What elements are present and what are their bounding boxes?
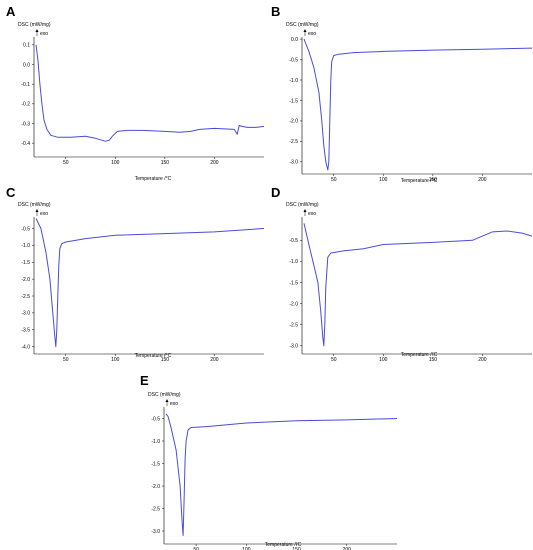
x-tick-label: 50 bbox=[331, 357, 337, 363]
x-tick-label: 50 bbox=[193, 547, 199, 550]
dsc-curve-line bbox=[303, 38, 533, 171]
chart-panel-b: B DSC (mW/mg) exo 0.0 -0.5 -1.0 -1.5 -2.0 -2.5 -3… bbox=[271, 4, 533, 184]
y-tick-label: -2.0 bbox=[289, 119, 298, 125]
x-axis-label: Temperature /°C bbox=[265, 542, 302, 548]
y-tick-label: 0.0 bbox=[23, 62, 30, 68]
y-tick-label: -0.5 bbox=[151, 416, 160, 422]
chart-panel-d: D DSC (mW/mg) exo -0.5 -1.0 -1.5 -2.0 -2.5 -3.0 5… bbox=[271, 185, 533, 363]
x-axis-label: Temperature /°C bbox=[135, 353, 172, 359]
y-tick-label: -3.0 bbox=[289, 344, 298, 350]
x-tick-label: 100 bbox=[379, 177, 388, 183]
x-axis-label: Temperature /°C bbox=[401, 352, 438, 358]
x-tick-label: 100 bbox=[111, 357, 120, 363]
y-tick-label: -2.0 bbox=[151, 484, 160, 490]
x-axis-label: Temperature /°C bbox=[401, 178, 438, 184]
x-tick-label: 200 bbox=[478, 357, 487, 363]
y-tick-label: -4.0 bbox=[21, 344, 30, 350]
x-tick-label: 150 bbox=[429, 177, 438, 183]
x-tick-label: 50 bbox=[331, 177, 337, 183]
y-tick-label: -1.5 bbox=[289, 98, 298, 104]
y-tick-label: -3.0 bbox=[21, 311, 30, 317]
y-axis-label: DSC (mW/mg) bbox=[18, 22, 51, 28]
panel-letter: B bbox=[271, 4, 280, 19]
y-tick-label: -0.2 bbox=[21, 102, 30, 108]
panel-letter: D bbox=[271, 185, 280, 200]
y-tick-label: -0.3 bbox=[21, 121, 30, 127]
x-tick-label: 200 bbox=[478, 177, 487, 183]
x-tick-label: 50 bbox=[63, 357, 69, 363]
y-tick-label: -2.0 bbox=[289, 301, 298, 307]
exo-label: exo bbox=[308, 211, 316, 217]
y-axis-label: DSC (mW/mg) bbox=[18, 202, 51, 208]
y-tick-label: -2.5 bbox=[151, 506, 160, 512]
dsc-curve-line bbox=[303, 223, 533, 347]
y-tick-label: -2.0 bbox=[21, 277, 30, 283]
x-tick-label: 200 bbox=[210, 160, 219, 166]
y-tick-label: -1.0 bbox=[151, 439, 160, 445]
y-tick-label: -1.5 bbox=[151, 461, 160, 467]
panel-letter: C bbox=[6, 185, 16, 200]
exo-label: exo bbox=[308, 31, 316, 37]
x-tick-label: 200 bbox=[343, 547, 352, 550]
x-tick-label: 150 bbox=[429, 357, 438, 363]
y-tick-label: -3.0 bbox=[151, 529, 160, 535]
panel-letter: E bbox=[140, 373, 149, 388]
y-tick-label: -0.5 bbox=[289, 238, 298, 244]
y-axis-label: DSC (mW/mg) bbox=[148, 392, 181, 398]
exo-label: exo bbox=[170, 401, 178, 407]
dsc-curve-line bbox=[35, 218, 265, 348]
y-tick-label: -3.0 bbox=[289, 160, 298, 166]
y-tick-label: -1.0 bbox=[289, 78, 298, 84]
x-tick-label: 150 bbox=[292, 547, 301, 550]
exo-arrowhead-icon bbox=[165, 399, 169, 402]
x-tick-label: 150 bbox=[161, 160, 170, 166]
y-tick-label: -0.1 bbox=[21, 82, 30, 88]
x-tick-label: 100 bbox=[111, 160, 120, 166]
x-tick-label: 200 bbox=[210, 357, 219, 363]
x-tick-label: 100 bbox=[242, 547, 251, 550]
y-tick-label: -0.5 bbox=[21, 226, 30, 232]
exo-arrowhead-icon bbox=[35, 29, 39, 32]
x-tick-label: 100 bbox=[379, 357, 388, 363]
dsc-curve-line bbox=[165, 413, 398, 536]
y-tick-label: -0.4 bbox=[21, 141, 30, 147]
y-tick-label: -1.5 bbox=[289, 280, 298, 286]
y-tick-label: -2.5 bbox=[289, 322, 298, 328]
x-tick-label: 150 bbox=[161, 357, 170, 363]
exo-arrowhead-icon bbox=[35, 209, 39, 212]
y-tick-label: -1.0 bbox=[289, 259, 298, 265]
y-axis-label: DSC (mW/mg) bbox=[286, 202, 319, 208]
x-axis-label: Temperature /°C bbox=[135, 176, 172, 182]
y-tick-label: -3.5 bbox=[21, 328, 30, 334]
y-tick-label: 0.1 bbox=[23, 43, 30, 49]
y-tick-label: -1.5 bbox=[21, 260, 30, 266]
y-tick-label: -2.5 bbox=[289, 139, 298, 145]
y-tick-label: 0.0 bbox=[291, 37, 298, 43]
y-tick-label: -0.5 bbox=[289, 57, 298, 63]
exo-arrowhead-icon bbox=[303, 29, 307, 32]
dsc-curve-line bbox=[35, 44, 265, 142]
chart-panel-e: E DSC (mW/mg) exo -0.5 -1.0 -1.5 -2.0 -2.5 -3.0 5… bbox=[140, 373, 398, 550]
exo-arrowhead-icon bbox=[303, 209, 307, 212]
x-tick-label: 50 bbox=[63, 160, 69, 166]
exo-label: exo bbox=[40, 31, 48, 37]
y-tick-label: -2.5 bbox=[21, 294, 30, 300]
panel-letter: A bbox=[6, 4, 16, 19]
exo-label: exo bbox=[40, 211, 48, 217]
y-axis-label: DSC (mW/mg) bbox=[286, 22, 319, 28]
y-tick-label: -1.0 bbox=[21, 243, 30, 249]
